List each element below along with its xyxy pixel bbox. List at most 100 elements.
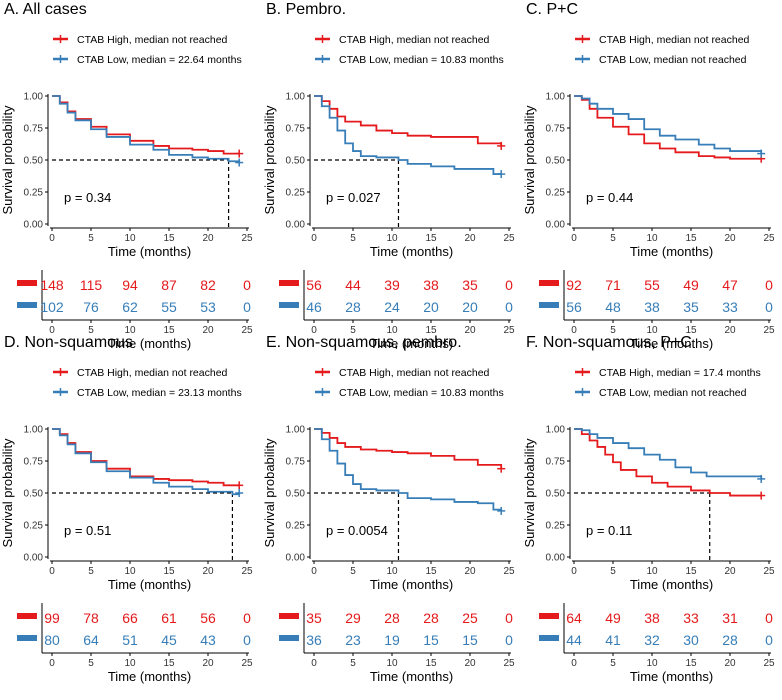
- y-tick-label: 0.25: [24, 521, 44, 532]
- risk-x-axis-label: Time (months): [630, 669, 713, 684]
- risk-x-tick-label: 10: [646, 658, 658, 669]
- x-tick-label: 10: [386, 233, 398, 244]
- y-tick-label: 1.00: [286, 425, 306, 436]
- risk-x-tick-label: 0: [311, 658, 317, 669]
- risk-count-low: 41: [605, 632, 621, 648]
- x-tick-label: 5: [610, 566, 616, 577]
- x-axis-label: Time (months): [370, 577, 453, 592]
- risk-count-low: 80: [44, 632, 60, 648]
- risk-count-high: 115: [80, 277, 103, 293]
- y-tick-label: 0.25: [286, 188, 306, 199]
- risk-x-axis-label: Time (months): [370, 336, 453, 351]
- risk-count-high: 56: [200, 610, 216, 626]
- legend-label-low: CTAB Low, median not reached: [599, 54, 747, 66]
- panel-title: E. Non-squamous, pembro.: [266, 334, 462, 351]
- risk-count-high: 99: [44, 610, 60, 626]
- y-tick-label: 0.75: [286, 457, 306, 468]
- risk-x-tick-label: 0: [571, 658, 577, 669]
- risk-count-high: 66: [122, 610, 138, 626]
- y-tick-label: 1.00: [546, 92, 566, 103]
- x-tick-label: 5: [350, 566, 356, 577]
- risk-legend-swatch-high: [539, 613, 559, 619]
- risk-count-high: 38: [644, 610, 660, 626]
- risk-count-low: 20: [423, 299, 439, 315]
- y-axis-label: Survival probability: [522, 438, 537, 548]
- risk-count-low: 64: [83, 632, 99, 648]
- risk-x-tick-label: 20: [202, 658, 214, 669]
- risk-count-low: 44: [566, 632, 582, 648]
- risk-legend-swatch-high: [539, 280, 559, 286]
- legend-label-low: CTAB Low, median = 23.13 months: [77, 387, 242, 399]
- panel-d: D. Non-squamous CTAB High, median not rea…: [0, 334, 253, 684]
- x-tick-label: 15: [685, 233, 697, 244]
- panel-a: A. All cases CTAB High, median not reache…: [0, 1, 253, 351]
- risk-count-high: 71: [605, 277, 621, 293]
- p-value: p = 0.34: [64, 190, 111, 205]
- risk-x-tick-label: 15: [163, 325, 175, 336]
- x-tick-label: 25: [241, 566, 253, 577]
- x-tick-label: 10: [646, 233, 658, 244]
- risk-count-high: 0: [765, 277, 773, 293]
- x-tick-label: 15: [685, 566, 697, 577]
- risk-count-high: 49: [605, 610, 621, 626]
- km-curve-low: [52, 95, 241, 163]
- risk-count-low: 38: [644, 299, 660, 315]
- risk-count-low: 0: [765, 299, 773, 315]
- risk-count-high: 25: [462, 610, 478, 626]
- y-tick-label: 0.25: [24, 188, 44, 199]
- km-curve-low: [314, 95, 502, 175]
- risk-x-tick-label: 10: [124, 658, 136, 669]
- y-tick-label: 0.00: [286, 553, 306, 564]
- risk-count-low: 102: [40, 299, 64, 315]
- y-tick-label: 0.25: [546, 188, 566, 199]
- y-axis-label: Survival probability: [522, 105, 537, 215]
- y-tick-label: 0.50: [286, 489, 306, 500]
- risk-count-high: 61: [161, 610, 177, 626]
- risk-count-low: 20: [462, 299, 478, 315]
- risk-count-low: 56: [566, 299, 582, 315]
- x-tick-label: 0: [49, 566, 55, 577]
- y-tick-label: 0.00: [286, 220, 306, 231]
- risk-count-low: 28: [345, 299, 361, 315]
- x-tick-label: 15: [163, 233, 175, 244]
- km-curve-high: [574, 428, 762, 497]
- y-tick-label: 0.00: [24, 553, 44, 564]
- y-tick-label: 1.00: [24, 92, 44, 103]
- y-axis-label: Survival probability: [262, 105, 277, 215]
- risk-legend-swatch-low: [279, 635, 299, 641]
- y-tick-label: 0.50: [286, 156, 306, 167]
- x-axis-label: Time (months): [108, 577, 191, 592]
- risk-count-high: 49: [683, 277, 699, 293]
- risk-legend-swatch-low: [17, 635, 37, 641]
- x-tick-label: 20: [464, 566, 476, 577]
- p-value: p = 0.44: [586, 190, 633, 205]
- legend-label-high: CTAB High, median not reached: [339, 34, 490, 46]
- km-curve-low: [574, 95, 763, 154]
- risk-count-low: 0: [505, 632, 513, 648]
- panel-f: F. Non-squamous, P+C CTAB High, median = …: [522, 334, 775, 684]
- panel-title: F. Non-squamous, P+C: [526, 334, 692, 351]
- y-tick-label: 0.50: [24, 489, 44, 500]
- risk-x-tick-label: 5: [350, 325, 356, 336]
- y-tick-label: 0.00: [24, 220, 44, 231]
- y-axis-label: Survival probability: [0, 105, 15, 215]
- risk-count-high: 38: [423, 277, 439, 293]
- risk-x-tick-label: 5: [610, 658, 616, 669]
- risk-count-high: 33: [683, 610, 699, 626]
- risk-count-low: 15: [423, 632, 439, 648]
- risk-x-tick-label: 10: [386, 325, 398, 336]
- risk-x-tick-label: 0: [49, 658, 55, 669]
- panel-title: C. P+C: [526, 1, 578, 18]
- risk-count-low: 36: [306, 632, 322, 648]
- risk-x-tick-label: 25: [763, 658, 775, 669]
- x-tick-label: 20: [724, 233, 736, 244]
- risk-legend-swatch-low: [539, 302, 559, 308]
- risk-x-tick-label: 25: [763, 325, 775, 336]
- risk-count-high: 64: [566, 610, 582, 626]
- risk-count-low: 28: [722, 632, 738, 648]
- risk-x-tick-label: 10: [386, 658, 398, 669]
- risk-count-low: 55: [161, 299, 177, 315]
- p-value: p = 0.0054: [326, 523, 388, 538]
- risk-x-tick-label: 20: [202, 325, 214, 336]
